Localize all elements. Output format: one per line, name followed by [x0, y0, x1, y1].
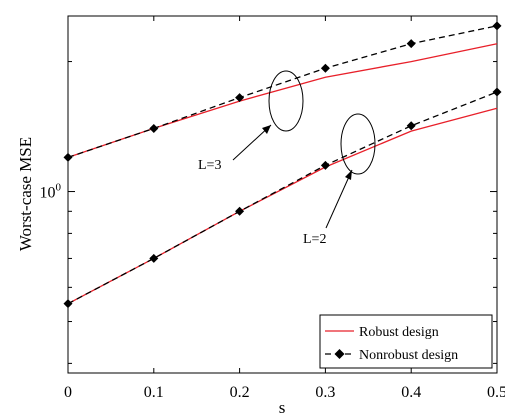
data-point-nonrobust-design-l3-4 — [406, 39, 416, 49]
data-point-nonrobust-design-l3-0 — [63, 152, 73, 162]
x-tick-label: 0.5 — [487, 384, 505, 401]
l2-annotation-arrow — [325, 169, 353, 229]
legend-nonrobust-marker — [334, 349, 345, 359]
y-tick-label: 100 — [40, 182, 62, 202]
x-tick-label: 0.2 — [230, 384, 250, 401]
x-tick-label: 0.1 — [144, 384, 164, 401]
legend: Robust design Nonrobust design — [319, 314, 493, 369]
x-tick-label: 0.4 — [401, 384, 421, 401]
y-axis-title: Worst-case MSE — [16, 137, 35, 251]
legend-box — [319, 314, 493, 369]
data-point-nonrobust-design-l2-0 — [63, 299, 73, 309]
data-point-nonrobust-design-l2-5 — [492, 87, 502, 97]
l3-annotation-label: L=3 — [198, 158, 221, 173]
data-point-nonrobust-design-l2-4 — [406, 121, 416, 131]
series-line-nonrobust-design-l3 — [67, 25, 498, 159]
l2-arrowhead — [345, 170, 352, 180]
l2-annotation-ellipse — [340, 113, 376, 175]
data-point-nonrobust-design-l3-1 — [149, 123, 159, 133]
data-point-nonrobust-design-l3-2 — [235, 93, 245, 103]
data-point-nonrobust-design-l3-5 — [492, 21, 502, 31]
l2-annotation-label: L=2 — [303, 232, 326, 247]
legend-nonrobust-label: Nonrobust design — [359, 348, 458, 363]
x-axis-title: s — [279, 398, 286, 417]
l3-arrowhead — [262, 125, 271, 134]
x-tick-label: 0.3 — [315, 384, 335, 401]
data-point-nonrobust-design-l2-3 — [320, 160, 330, 170]
data-point-nonrobust-design-l2-1 — [149, 253, 159, 263]
series-line-nonrobust-design-l2 — [67, 91, 498, 305]
series-layer — [63, 21, 502, 309]
plot-area — [67, 15, 498, 374]
legend-robust-label: Robust design — [359, 325, 439, 340]
l3-annotation-ellipse — [268, 70, 304, 132]
ticks-layer: 0 0.1 0.2 0.3 0.4 0.5 100 — [40, 16, 505, 401]
data-point-nonrobust-design-l3-3 — [320, 63, 330, 73]
x-tick-label: 0 — [64, 384, 72, 401]
data-point-nonrobust-design-l2-2 — [235, 206, 245, 216]
